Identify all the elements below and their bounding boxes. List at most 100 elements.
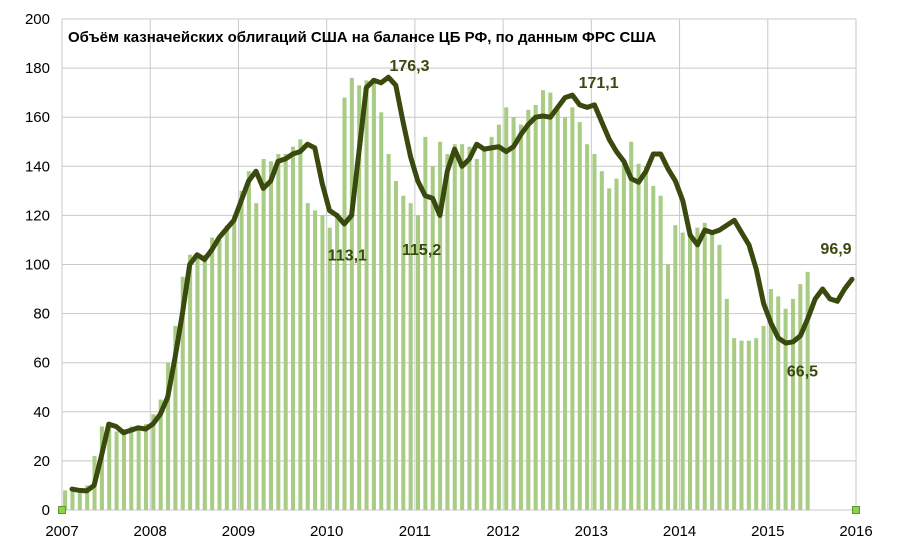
x-tick-label: 2016 — [839, 523, 872, 540]
bar — [107, 424, 112, 510]
bar — [393, 181, 398, 510]
bar — [805, 271, 810, 510]
bar — [467, 146, 472, 510]
bar — [746, 340, 751, 510]
bar — [239, 190, 244, 510]
bar — [680, 232, 685, 510]
bar — [460, 144, 465, 510]
bar — [430, 166, 435, 511]
bars — [63, 77, 810, 511]
bar — [504, 107, 509, 510]
y-tick-label: 0 — [42, 502, 50, 519]
y-tick-label: 140 — [25, 158, 50, 175]
bar — [702, 222, 707, 510]
x-axis-labels: 2007 2008 2009 2010 2011 2012 2013 2014 2015 2016 — [45, 523, 872, 540]
bar — [629, 141, 634, 510]
bar — [423, 136, 428, 510]
bar — [99, 426, 104, 510]
annotation-label: 176,3 — [389, 58, 429, 75]
bar — [496, 124, 501, 510]
annotation-label: 113,1 — [328, 247, 367, 264]
bar — [401, 195, 406, 510]
bar — [790, 298, 795, 510]
y-tick-label: 80 — [33, 306, 50, 323]
bar — [585, 144, 590, 510]
bar — [349, 77, 354, 511]
bar — [688, 235, 693, 511]
bar — [540, 90, 546, 510]
bar — [607, 188, 612, 510]
bar — [732, 338, 737, 510]
y-tick-label: 40 — [33, 404, 50, 421]
bar — [129, 426, 134, 510]
x-tick-label: 2008 — [134, 523, 167, 540]
bar — [651, 185, 656, 510]
chart-title: Объём казначейских облигаций США на бала… — [68, 29, 656, 46]
axis-endpoint-marker — [58, 506, 66, 514]
bar — [291, 146, 296, 510]
x-tick-label: 2014 — [663, 523, 696, 540]
bar — [386, 154, 391, 510]
bar — [592, 154, 597, 510]
bar — [121, 428, 126, 510]
bar — [85, 485, 90, 510]
bar — [327, 227, 332, 511]
bar — [533, 104, 538, 511]
bar — [261, 158, 266, 510]
bar — [548, 92, 553, 511]
bar — [695, 227, 700, 511]
bar — [305, 203, 310, 510]
bar — [452, 144, 457, 510]
bar — [614, 178, 619, 510]
x-tick-label: 2007 — [45, 523, 78, 540]
bar — [408, 203, 413, 510]
annotation-label: 115,2 — [402, 242, 441, 259]
bar — [342, 97, 347, 510]
annotation-label: 171,1 — [579, 75, 619, 92]
bar — [474, 158, 479, 510]
bar — [599, 171, 604, 510]
bar — [371, 77, 376, 511]
bar — [195, 257, 200, 510]
bar — [224, 225, 229, 510]
y-tick-label: 120 — [25, 207, 50, 224]
bar — [761, 325, 766, 510]
bar — [636, 163, 641, 510]
y-tick-label: 200 — [25, 11, 50, 28]
bar — [379, 112, 384, 510]
bar — [526, 109, 531, 511]
y-tick-label: 20 — [33, 453, 50, 470]
bar — [173, 325, 178, 510]
axis-endpoint-marker — [852, 506, 860, 514]
bar — [511, 117, 516, 510]
bar — [210, 237, 215, 510]
bar — [136, 428, 141, 510]
axis-endpoints — [58, 506, 860, 514]
bar — [268, 161, 273, 510]
bar — [783, 308, 788, 510]
bar — [710, 232, 715, 510]
bar — [438, 141, 443, 510]
bar — [202, 254, 207, 510]
x-tick-label: 2012 — [486, 523, 519, 540]
bar — [283, 154, 288, 510]
bar — [143, 424, 149, 510]
bar — [70, 490, 75, 510]
bar — [232, 215, 237, 510]
x-tick-label: 2010 — [310, 523, 343, 540]
y-tick-label: 160 — [25, 109, 50, 126]
bar — [754, 338, 759, 510]
x-tick-label: 2009 — [222, 523, 255, 540]
bar — [555, 109, 560, 511]
y-tick-label: 100 — [25, 257, 50, 274]
annotation-label: 96,9 — [820, 241, 851, 258]
series-line — [69, 74, 855, 494]
x-tick-label: 2015 — [751, 523, 784, 540]
bar — [621, 163, 626, 510]
bar — [577, 122, 582, 511]
bar — [188, 254, 193, 510]
bar — [151, 414, 156, 510]
y-tick-label: 60 — [33, 355, 50, 372]
bar — [166, 362, 171, 510]
bar — [643, 166, 648, 511]
